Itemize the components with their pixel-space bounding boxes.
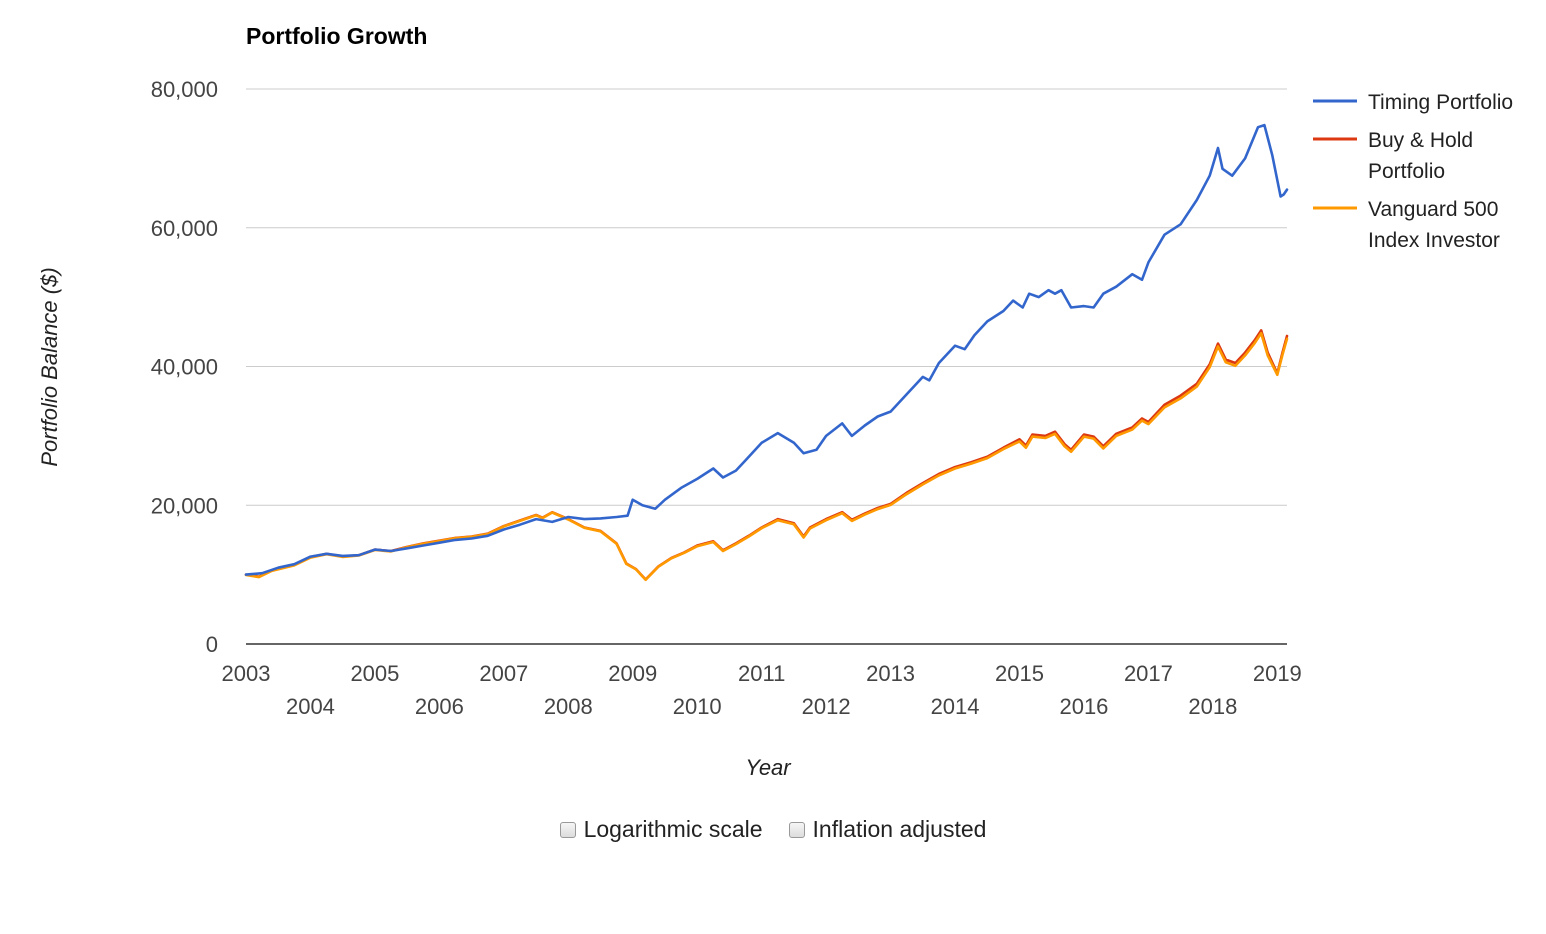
x-tick-label: 2006 bbox=[415, 694, 464, 719]
y-tick-label: 0 bbox=[206, 632, 218, 657]
x-axis-label: Year bbox=[745, 755, 792, 780]
x-tick-label: 2010 bbox=[673, 694, 722, 719]
chart-title: Portfolio Growth bbox=[246, 23, 427, 49]
chart-controls: Logarithmic scale Inflation adjusted bbox=[0, 816, 1546, 843]
legend-label: Buy & Hold bbox=[1368, 129, 1473, 152]
y-axis-label: Portfolio Balance ($) bbox=[37, 267, 62, 466]
series-line-timing-portfolio bbox=[244, 123, 1289, 576]
log-scale-label: Logarithmic scale bbox=[583, 816, 763, 842]
inflation-adjusted-checkbox[interactable]: Inflation adjusted bbox=[788, 816, 987, 843]
legend-label: Portfolio bbox=[1368, 160, 1445, 183]
portfolio-growth-chart: Portfolio Growth 0 20,000 40,000 60,000 80,0… bbox=[37, 23, 1513, 780]
x-tick-label: 2014 bbox=[931, 694, 980, 719]
series-lines bbox=[244, 123, 1289, 582]
x-tick-label: 2019 bbox=[1253, 661, 1302, 686]
x-tick-label: 2009 bbox=[608, 661, 657, 686]
gridlines bbox=[246, 88, 1287, 645]
y-axis-ticks: 0 20,000 40,000 60,000 80,000 bbox=[151, 77, 218, 657]
x-tick-label: 2018 bbox=[1188, 694, 1237, 719]
legend-item: Vanguard 500 Index Investor bbox=[1313, 198, 1500, 252]
x-tick-label: 2016 bbox=[1059, 694, 1108, 719]
y-tick-label: 60,000 bbox=[151, 216, 218, 241]
series-line-buy-hold-portfolio bbox=[244, 329, 1289, 581]
inflation-adjusted-checkbox-box[interactable] bbox=[788, 821, 805, 838]
series-line-vanguard-500-index-investor bbox=[244, 331, 1289, 582]
x-tick-label: 2013 bbox=[866, 661, 915, 686]
legend-label: Vanguard 500 bbox=[1368, 198, 1498, 221]
x-tick-label: 2003 bbox=[222, 661, 271, 686]
x-tick-label: 2015 bbox=[995, 661, 1044, 686]
x-tick-label: 2004 bbox=[286, 694, 335, 719]
x-tick-label: 2017 bbox=[1124, 661, 1173, 686]
x-tick-label: 2005 bbox=[350, 661, 399, 686]
legend-item: Buy & Hold Portfolio bbox=[1313, 129, 1473, 183]
x-axis-ticks: 2003 2005 2007 2009 2011 2013 2015 2017 2019 2004… bbox=[222, 661, 1302, 719]
x-tick-label: 2008 bbox=[544, 694, 593, 719]
y-tick-label: 80,000 bbox=[151, 77, 218, 102]
x-tick-label: 2011 bbox=[738, 661, 785, 686]
x-tick-label: 2007 bbox=[479, 661, 528, 686]
log-scale-checkbox[interactable]: Logarithmic scale bbox=[559, 816, 763, 843]
y-tick-label: 40,000 bbox=[151, 355, 218, 380]
inflation-adjusted-label: Inflation adjusted bbox=[812, 816, 987, 842]
x-tick-label: 2012 bbox=[802, 694, 851, 719]
legend-label: Timing Portfolio bbox=[1368, 91, 1513, 114]
y-tick-label: 20,000 bbox=[151, 493, 218, 518]
legend: Timing Portfolio Buy & Hold Portfolio Vangu… bbox=[1313, 91, 1513, 252]
log-scale-checkbox-box[interactable] bbox=[559, 821, 576, 838]
legend-label: Index Investor bbox=[1368, 229, 1500, 252]
legend-item: Timing Portfolio bbox=[1313, 91, 1513, 114]
